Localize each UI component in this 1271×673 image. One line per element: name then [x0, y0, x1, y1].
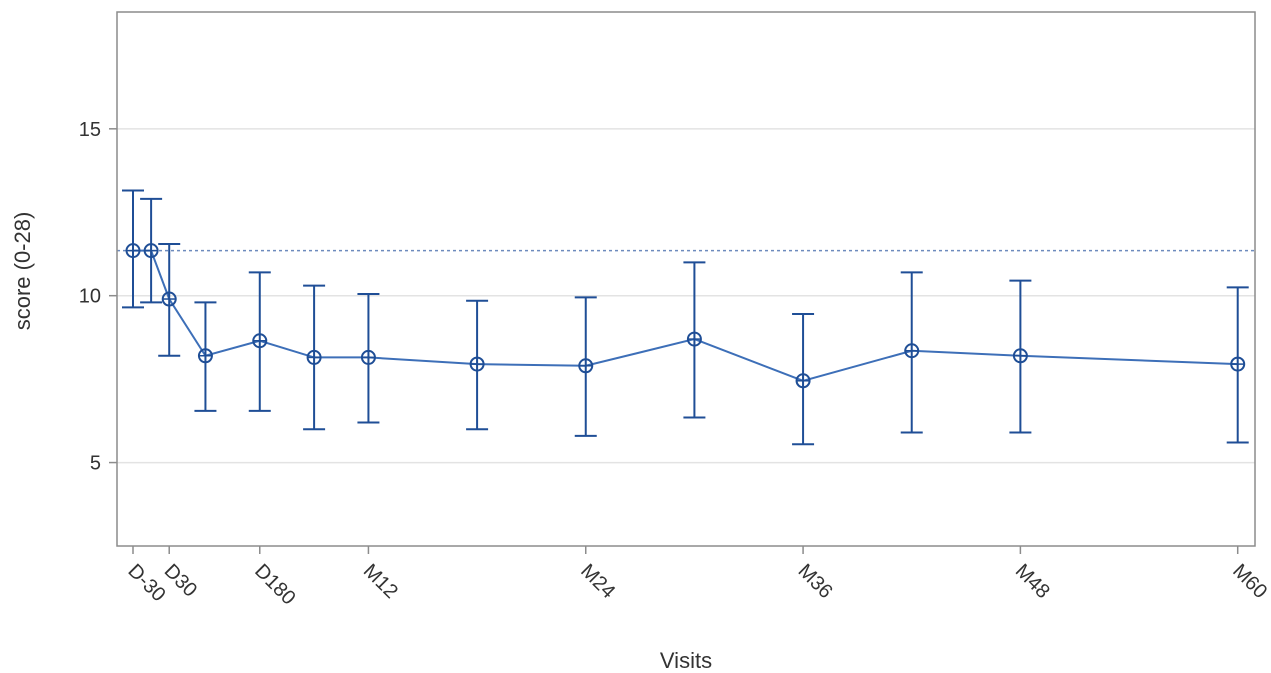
y-tick-label: 15 [79, 119, 101, 141]
y-tick-label: 5 [90, 453, 101, 475]
data-point-group [140, 197, 163, 304]
data-point-group [792, 313, 815, 446]
data-point-group [683, 261, 706, 419]
data-point-group [1009, 279, 1032, 434]
gridlines [117, 128, 1255, 464]
data-point-group [1226, 286, 1249, 444]
x-tick-label: M36 [794, 560, 837, 603]
y-axis: 5 10 15 [79, 119, 117, 475]
data-point-group [158, 242, 181, 357]
data-point-group [122, 189, 144, 309]
x-tick-label: M12 [359, 560, 402, 603]
y-tick-label: 10 [79, 286, 101, 308]
data-point-group [303, 284, 326, 431]
x-axis-title: Visits [660, 648, 712, 673]
x-tick-label: M24 [576, 560, 619, 603]
data-point-group [466, 299, 489, 431]
x-tick-label: D180 [250, 560, 299, 609]
data-point-group [248, 271, 271, 412]
y-axis-title: score (0-28) [10, 212, 35, 331]
series-layer [122, 189, 1249, 446]
data-point-group [900, 271, 923, 434]
x-tick-label: D30 [160, 560, 202, 602]
data-point-group [194, 301, 217, 412]
data-point-group [574, 296, 597, 437]
x-tick-label: M48 [1011, 560, 1054, 603]
x-tick-label: M60 [1228, 560, 1271, 603]
x-tick-label: D-30 [123, 560, 169, 606]
series-line [133, 249, 1238, 382]
plot-frame [116, 11, 1256, 547]
data-point-group [357, 293, 380, 424]
